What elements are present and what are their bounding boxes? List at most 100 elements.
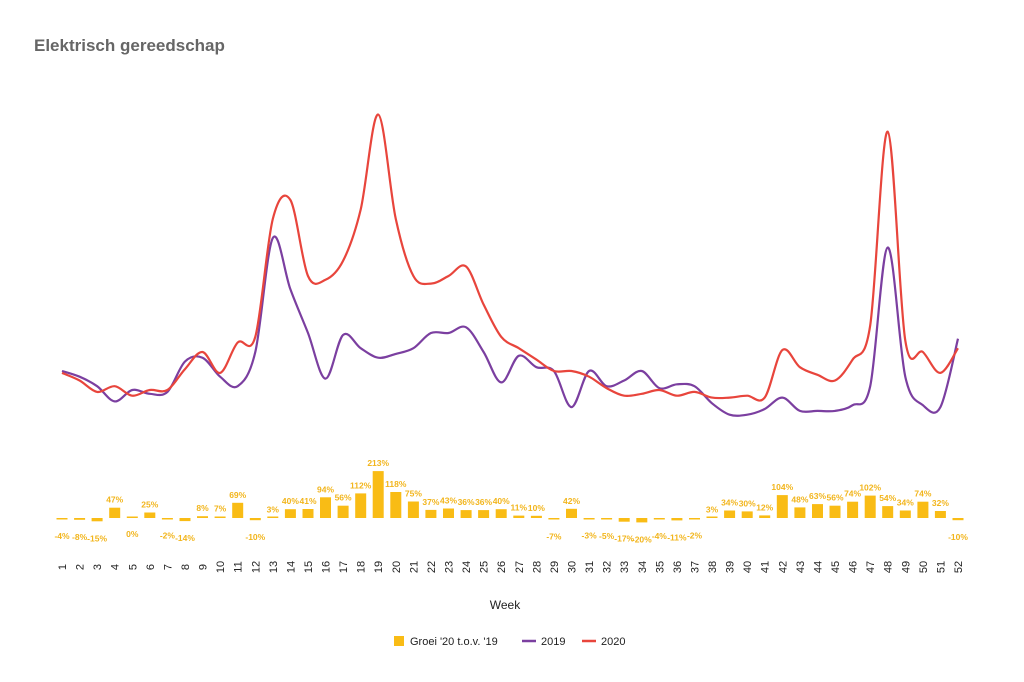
x-tick-label: 7 — [162, 564, 174, 570]
bar-label-week-37: -2% — [687, 530, 703, 540]
x-tick-label: 45 — [830, 561, 842, 573]
bar-label-week-5: 0% — [126, 529, 139, 539]
bar-week-36 — [671, 518, 683, 521]
x-tick-label: 3 — [92, 564, 104, 570]
x-tick-label: 52 — [953, 561, 965, 573]
bar-label-week-46: 74% — [844, 489, 861, 499]
legend: Groei '20 t.o.v. '19 2019 2020 — [394, 636, 625, 648]
bar-label-week-17: 56% — [335, 493, 352, 503]
bar-label-week-42: 104% — [771, 482, 793, 492]
bar-week-6 — [144, 512, 156, 518]
bar-week-44 — [812, 504, 823, 518]
bar-week-39 — [724, 510, 736, 518]
x-tick-label: 8 — [180, 564, 192, 570]
bar-week-43 — [794, 507, 806, 518]
bar-week-47 — [864, 495, 876, 518]
bar-week-46 — [847, 501, 859, 518]
bar-label-week-45: 56% — [826, 493, 843, 503]
x-tick-label: 34 — [637, 561, 649, 573]
legend-item-2020: 2020 — [582, 636, 625, 648]
bar-label-week-51: 32% — [932, 498, 949, 508]
bar-label-week-22: 37% — [422, 497, 439, 507]
bar-label-week-47: 102% — [859, 483, 881, 493]
bar-week-8 — [179, 518, 191, 522]
x-tick-label: 47 — [865, 561, 877, 573]
chart-title: Elektrisch gereedschap — [34, 36, 225, 55]
x-tick-label: 33 — [619, 561, 631, 573]
bar-label-week-1: -4% — [54, 531, 70, 541]
x-tick-label: 11 — [233, 561, 245, 572]
x-tick-label: 5 — [127, 564, 139, 570]
line-series-2020 — [61, 113, 959, 402]
bar-label-week-11: 69% — [229, 490, 246, 500]
bar-label-week-15: 41% — [299, 496, 316, 506]
legend-label-growth: Groei '20 t.o.v. '19 — [410, 636, 498, 648]
bar-week-12 — [249, 518, 261, 521]
bar-label-week-52: -10% — [948, 532, 968, 542]
bar-week-20 — [390, 492, 402, 518]
bar-week-11 — [232, 502, 244, 518]
x-tick-label: 10 — [215, 561, 227, 573]
x-tick-label: 14 — [285, 561, 297, 573]
x-tick-label: 39 — [725, 561, 737, 573]
x-tick-label: 18 — [356, 561, 368, 573]
bar-label-week-27: 11% — [511, 503, 528, 513]
x-tick-label: 25 — [479, 561, 491, 573]
bar-week-2 — [74, 518, 86, 520]
bar-label-week-9: 8% — [196, 503, 209, 513]
bar-label-week-32: -5% — [599, 531, 615, 541]
bar-week-51 — [934, 511, 946, 518]
bar-label-week-49: 34% — [897, 498, 914, 508]
bar-label-week-13: 3% — [267, 504, 280, 514]
x-tick-label: 31 — [584, 561, 596, 573]
x-tick-label: 23 — [444, 561, 456, 573]
bar-week-7 — [161, 518, 173, 520]
bar-week-32 — [601, 518, 613, 520]
bar-label-week-30: 42% — [563, 496, 580, 506]
bar-label-week-20: 118% — [385, 479, 407, 489]
x-tick-label: 38 — [707, 561, 719, 573]
bar-label-week-31: -3% — [582, 531, 598, 541]
bar-label-week-41: 12% — [756, 502, 773, 512]
bar-label-week-33: -17% — [614, 534, 634, 544]
legend-item-2019: 2019 — [522, 636, 565, 648]
bar-label-week-19: 213% — [367, 458, 389, 468]
x-tick-label: 21 — [408, 561, 420, 573]
bar-week-31 — [583, 518, 595, 520]
x-tick-label: 20 — [391, 561, 403, 573]
bar-week-1 — [56, 518, 68, 520]
legend-item-growth: Groei '20 t.o.v. '19 — [394, 636, 498, 648]
bar-week-25 — [478, 510, 490, 518]
x-tick-label: 49 — [900, 561, 912, 573]
bar-week-49 — [899, 510, 911, 518]
x-tick-label: 48 — [883, 561, 895, 573]
bar-label-week-3: -15% — [87, 533, 107, 543]
bar-week-10 — [214, 516, 226, 518]
bar-week-29 — [548, 518, 560, 520]
bar-label-week-43: 48% — [791, 494, 808, 504]
x-tick-label: 12 — [250, 561, 262, 573]
bar-label-week-8: -14% — [175, 533, 195, 543]
bar-week-50 — [917, 501, 929, 518]
x-tick-label: 37 — [690, 561, 702, 573]
x-tick-label: 43 — [795, 561, 807, 573]
bar-label-week-16: 94% — [317, 484, 334, 494]
bar-week-3 — [91, 518, 103, 522]
bar-week-37 — [689, 518, 700, 520]
x-axis-tick-labels: 1 2 3 4 5 6 7 8 9 10 11 12 13 14 15 16 17 18 19 20 21 22 23 24 2… — [57, 561, 965, 573]
bar-week-18 — [355, 493, 367, 518]
bar-week-52 — [952, 518, 964, 521]
bar-week-17 — [337, 505, 349, 518]
x-tick-label: 29 — [549, 561, 561, 573]
bar-label-week-4: 47% — [106, 495, 123, 505]
x-tick-label: 9 — [198, 564, 210, 570]
line-series-2019 — [61, 235, 960, 417]
bar-week-9 — [197, 516, 208, 518]
bar-week-33 — [618, 518, 630, 522]
bar-label-week-34: -20% — [632, 534, 652, 544]
bar-label-week-26: 40% — [493, 496, 510, 506]
bar-week-24 — [460, 510, 472, 518]
x-tick-label: 40 — [742, 561, 754, 573]
bar-week-21 — [407, 501, 419, 518]
